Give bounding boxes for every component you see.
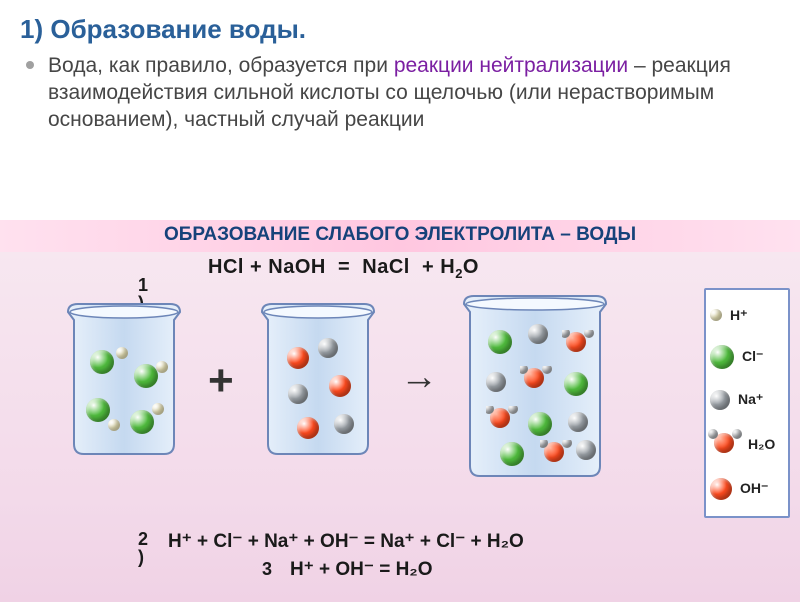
legend-row: Cl⁻: [710, 345, 784, 369]
equation-3: H⁺ + OH⁻ = H₂O: [290, 558, 433, 581]
diagram-title: ОБРАЗОВАНИЕ СЛАБОГО ЭЛЕКТРОЛИТА – ВОДЫ: [0, 220, 800, 252]
body-highlight: реакции нейтрализации: [394, 54, 628, 77]
body-text: Вода, как правило, образуется при реакци…: [20, 53, 780, 134]
slide-title: 1) Образование воды.: [20, 14, 780, 45]
legend-row: OH⁻: [710, 478, 784, 500]
body-pre: Вода, как правило, образуется при: [48, 54, 394, 77]
label-2: 2): [138, 530, 148, 566]
label-3: 3: [262, 560, 272, 578]
equation-2: H⁺ + Cl⁻ + Na⁺ + OH⁻ = Na⁺ + Cl⁻ + H₂O: [168, 530, 524, 553]
bullet-icon: [26, 61, 34, 69]
legend-row: H₂O: [710, 431, 784, 457]
diagram: ОБРАЗОВАНИЕ СЛАБОГО ЭЛЕКТРОЛИТА – ВОДЫ 1…: [0, 220, 800, 600]
diagram-body: 1) HCl + NaOH = NaCl + H2O + →: [0, 252, 800, 602]
beaker-naoh: [258, 298, 378, 458]
beaker-product: [460, 290, 610, 480]
legend-row: Na⁺: [710, 390, 784, 410]
legend-row: H⁺: [710, 307, 784, 324]
legend: H⁺ Cl⁻ Na⁺ H₂O OH⁻: [704, 288, 790, 518]
arrow-icon: →: [400, 356, 438, 399]
equation-1: HCl + NaOH = NaCl + H2O: [208, 256, 479, 281]
beaker-hcl: [64, 298, 184, 458]
plus-icon: +: [208, 356, 234, 406]
